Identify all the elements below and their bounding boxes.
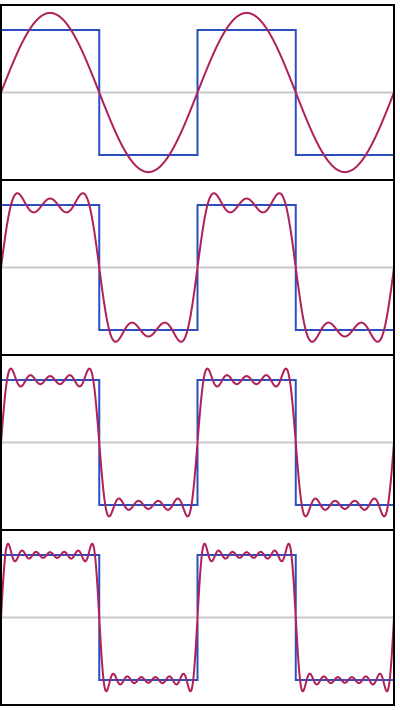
chart-panel-4: [0, 529, 395, 706]
square-wave-line: [1, 204, 394, 331]
chart-panel-1: [0, 4, 395, 181]
panel-frame: [0, 529, 395, 706]
fourier-sum-line: [1, 367, 394, 518]
fourier-sum-line: [1, 11, 394, 174]
plot-area: [1, 367, 394, 518]
fourier-sum-line: [1, 542, 394, 693]
plot-area: [1, 542, 394, 693]
fourier-sum-line: [1, 192, 394, 343]
plot-area: [1, 11, 394, 174]
square-wave-line: [1, 29, 394, 156]
square-wave-line: [1, 379, 394, 506]
chart-panel-3: [0, 354, 395, 531]
plot-area: [1, 192, 394, 343]
chart-panel-2: [0, 179, 395, 356]
